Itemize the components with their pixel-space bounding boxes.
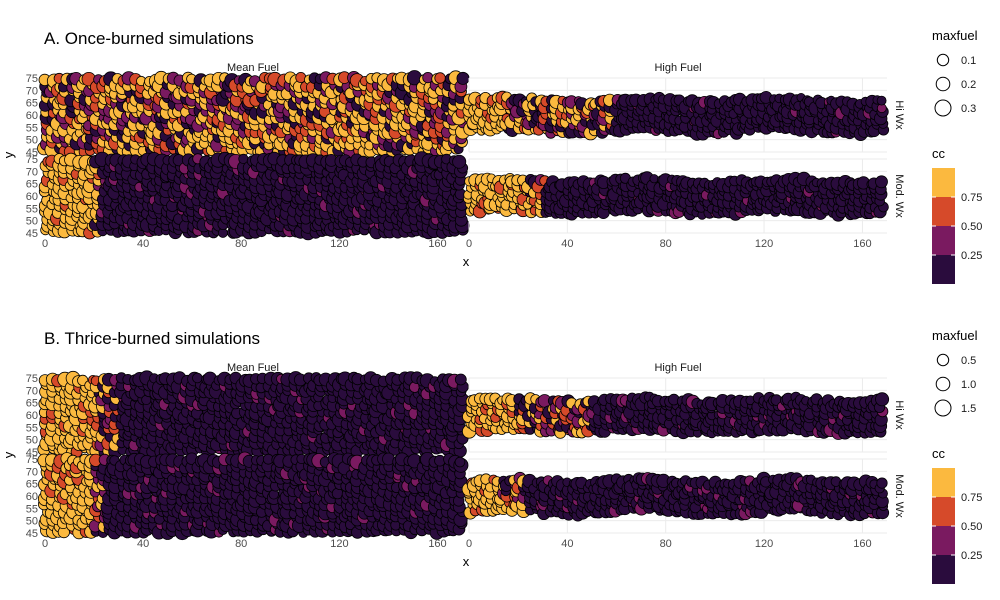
color-legend-title: cc bbox=[932, 146, 946, 161]
panel-b-mean-mod bbox=[37, 451, 469, 541]
x-tick-label: 40 bbox=[561, 238, 573, 250]
strip-a-mod-wx: Mod. Wx bbox=[893, 174, 905, 218]
y-tick-label: 50 bbox=[26, 216, 38, 228]
x-tick-label: 0 bbox=[466, 238, 472, 250]
size-legend-key bbox=[934, 99, 952, 117]
y-tick-label: 50 bbox=[26, 135, 38, 147]
color-legend-a: cc 0.75 0.50 0.25 bbox=[932, 146, 982, 284]
y-tick-label: 65 bbox=[26, 179, 38, 191]
section-b-title: B. Thrice-burned simulations bbox=[44, 329, 260, 348]
size-legend-key bbox=[935, 76, 951, 92]
strip-b-mod-wx: Mod. Wx bbox=[893, 474, 905, 518]
x-tick-label: 80 bbox=[660, 238, 672, 250]
panel-a-mean-hi bbox=[37, 70, 471, 160]
section-a-title: A. Once-burned simulations bbox=[44, 29, 254, 48]
data-point bbox=[875, 392, 890, 407]
size-legend-label: 0.2 bbox=[961, 79, 976, 91]
x-ticks-a-left: 0 40 80 120 160 bbox=[42, 238, 447, 250]
size-legend-label: 0.1 bbox=[961, 55, 976, 67]
y-tick-label: 60 bbox=[26, 110, 38, 122]
data-point bbox=[649, 174, 659, 184]
x-tick-label: 160 bbox=[428, 238, 446, 250]
size-legend-key bbox=[936, 53, 950, 67]
y-tick-label: 60 bbox=[26, 191, 38, 203]
y-tick-label: 70 bbox=[26, 85, 38, 97]
y-tick-label: 45 bbox=[26, 228, 38, 240]
x-ticks-a-right: 0 40 80 120 160 bbox=[466, 238, 872, 250]
color-legend-swatch bbox=[932, 226, 955, 255]
data-point bbox=[875, 175, 888, 189]
x-tick-label: 120 bbox=[755, 238, 773, 250]
strip-b-high-fuel: High Fuel bbox=[654, 362, 701, 374]
y-tick-label: 75 bbox=[26, 73, 38, 85]
strip-a-high-fuel: High Fuel bbox=[654, 62, 701, 74]
data-point bbox=[876, 95, 887, 106]
strip-b-hi-wx: Hi Wx bbox=[893, 400, 905, 430]
color-legend-swatch bbox=[932, 197, 955, 226]
size-legend-a: maxfuel 0.1 0.2 0.3 bbox=[932, 28, 978, 117]
color-legend-label: 0.75 bbox=[961, 192, 982, 204]
y-tick-label: 65 bbox=[26, 98, 38, 110]
x-tick-label: 0 bbox=[42, 238, 48, 250]
panel-a-high-mod bbox=[462, 158, 889, 234]
size-legend-title: maxfuel bbox=[932, 28, 978, 43]
y-tick-label: 70 bbox=[26, 166, 38, 178]
data-point bbox=[454, 373, 467, 386]
color-legend-label: 0.50 bbox=[961, 221, 982, 233]
color-legend-swatch bbox=[932, 168, 955, 197]
color-legend-swatch bbox=[932, 255, 955, 284]
x-tick-label: 40 bbox=[137, 238, 149, 250]
strip-a-mean-fuel: Mean Fuel bbox=[227, 62, 279, 74]
x-axis-title-a: x bbox=[463, 254, 470, 269]
panel-b-high-hi bbox=[462, 377, 890, 453]
y-axis-title-a: y bbox=[1, 151, 16, 158]
size-legend-label: 0.3 bbox=[961, 103, 976, 115]
section-a: A. Once-burned simulations Mean Fuel Hig… bbox=[1, 28, 982, 284]
data-point bbox=[452, 154, 467, 169]
x-tick-label: 80 bbox=[235, 238, 247, 250]
data-point bbox=[454, 456, 466, 468]
panel-a-high-hi bbox=[462, 77, 890, 153]
y-tick-label: 55 bbox=[26, 122, 38, 134]
data-point bbox=[192, 372, 203, 384]
y-tick-label: 55 bbox=[26, 203, 38, 215]
color-legend-label: 0.25 bbox=[961, 250, 982, 262]
panel-b-mean-hi bbox=[37, 370, 471, 460]
panel-a-mean-mod bbox=[38, 151, 470, 241]
data-point bbox=[456, 71, 470, 85]
x-tick-label: 160 bbox=[853, 238, 871, 250]
section-b: B. Thrice-burned simulations Mean Fuel H… bbox=[1, 328, 982, 584]
strip-a-hi-wx: Hi Wx bbox=[893, 100, 905, 130]
panel-b-high-mod bbox=[461, 458, 890, 534]
y-tick-label: 75 bbox=[26, 154, 38, 166]
x-tick-label: 120 bbox=[330, 238, 348, 250]
